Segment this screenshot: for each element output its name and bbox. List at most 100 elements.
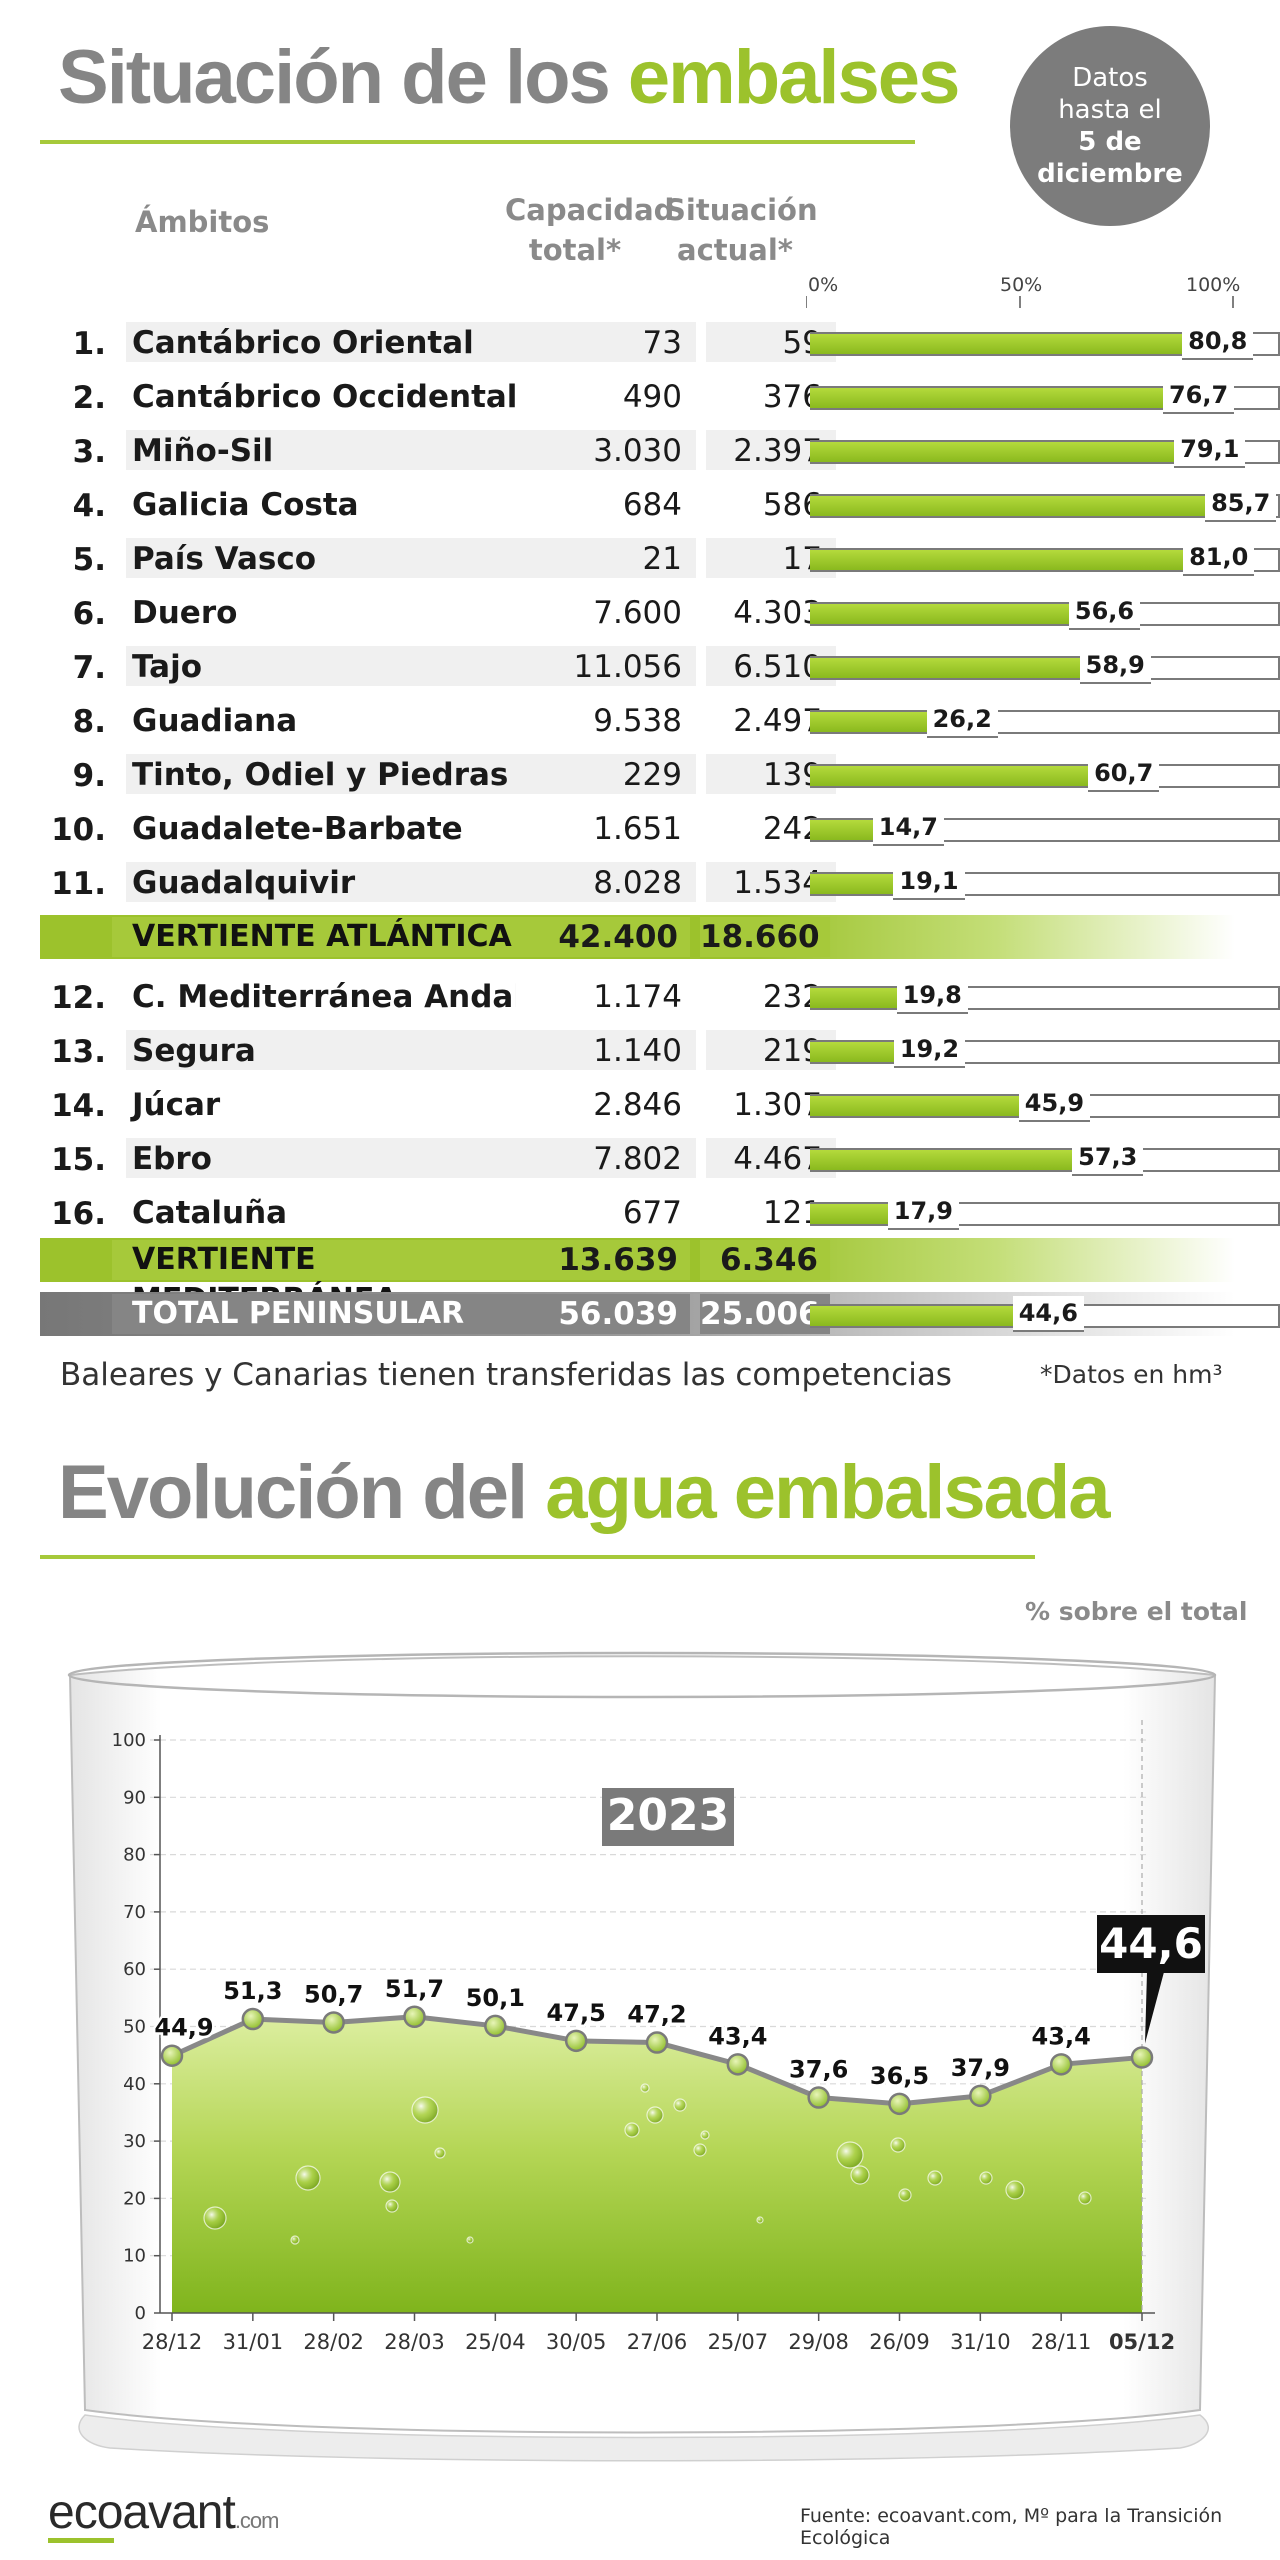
data-point: [888, 2092, 911, 2116]
y-tick-label: 60: [123, 1959, 146, 1980]
x-tick-label: 26/09: [869, 2330, 930, 2354]
logo-accent-line: [48, 2538, 114, 2543]
callout-pointer: [1145, 1972, 1164, 2044]
row-current: 2.397: [706, 430, 836, 470]
bubble-decoration: [693, 2143, 707, 2157]
subtotal-current-value: 25.006: [700, 1296, 820, 1332]
subtotal-current: 25.006: [700, 1294, 830, 1334]
subtotal-current: 18.660: [700, 917, 830, 957]
chart-section-title: Evolución del agua embalsada: [58, 1455, 1111, 1531]
note-units: *Datos en hm³: [1040, 1360, 1223, 1389]
bubble-decoration: [836, 2141, 864, 2169]
row-current-value: 2.497: [733, 703, 822, 739]
row-bar-track: 60,7: [810, 756, 1280, 792]
bubble-decoration: [466, 2236, 474, 2244]
source-credit: Fuente: ecoavant.com, Mº para la Transic…: [800, 2505, 1223, 2549]
table-row: 9. Tinto, Odiel y Piedras 229 139 60,7: [46, 754, 1280, 798]
y-tick-label: 100: [112, 1730, 146, 1751]
row-capacity: 9.538: [516, 700, 696, 740]
y-tick-label: 50: [123, 2017, 146, 2038]
x-tick-label: 30/05: [546, 2330, 607, 2354]
row-bar-fill: [810, 334, 1189, 354]
data-label: 50,7: [304, 1980, 363, 2008]
row-number: 5.: [72, 542, 106, 578]
row-name: Tinto, Odiel y Piedras: [126, 754, 562, 794]
row-current-value: 4.303: [733, 595, 822, 631]
row-bar-track: 26,2: [810, 702, 1280, 738]
water-area: [172, 2016, 1142, 2313]
logo-suffix: .com: [234, 2508, 280, 2533]
data-label: 37,6: [789, 2056, 848, 2084]
col-header-capacidad: Capacidad total*: [505, 190, 674, 270]
bubble-decoration: [890, 2137, 906, 2153]
data-label: 37,9: [951, 2054, 1010, 2082]
row-bar-value: 85,7: [1205, 486, 1277, 522]
row-bar-fill: [810, 604, 1075, 624]
x-tick-label: 25/07: [708, 2330, 769, 2354]
x-tick-label: 05/12: [1109, 2330, 1175, 2354]
row-bar-track: 80,8: [810, 324, 1280, 360]
row-capacity: 1.651: [516, 808, 696, 848]
bubble-decoration: [379, 2171, 401, 2193]
y-tick-label: 80: [123, 1845, 146, 1866]
y-tick-label: 0: [135, 2303, 146, 2324]
data-label: 36,5: [870, 2062, 929, 2090]
data-point: [241, 2007, 265, 2031]
subtotal-row-atlantica: VERTIENTE ATLÁNTICA 42.400 18.660: [40, 915, 1235, 959]
col-header-capacidad-line2: total*: [528, 233, 622, 267]
subtotal-capacity-value: 13.639: [558, 1242, 678, 1278]
row-capacity-value: 3.030: [593, 433, 682, 469]
bubble-decoration: [756, 2216, 764, 2224]
row-capacity: 677: [516, 1192, 696, 1232]
row-bar-fill: [810, 766, 1095, 786]
row-bar-fill: [810, 550, 1190, 570]
x-tick-label: 25/04: [465, 2330, 526, 2354]
row-number: 3.: [72, 434, 106, 470]
total-bar-track: 44,6: [810, 1296, 1280, 1332]
bubble-decoration: [979, 2171, 993, 2185]
year-label: 2023: [607, 1790, 729, 1841]
y-tick-label: 30: [123, 2131, 146, 2152]
row-number: 8.: [72, 704, 106, 740]
row-bar-value: 17,9: [887, 1194, 959, 1230]
row-number: 12.: [51, 980, 106, 1016]
y-tick-label: 70: [123, 1902, 146, 1923]
row-bar-value: 57,3: [1072, 1140, 1144, 1176]
x-tick-label: 31/10: [950, 2330, 1011, 2354]
row-bar-fill: [810, 496, 1212, 516]
row-name: C. Mediterránea Andaluza: [126, 976, 562, 1016]
row-bar-fill: [810, 388, 1169, 408]
row-bar-value: 79,1: [1174, 432, 1246, 468]
row-name: Cataluña: [126, 1192, 562, 1232]
bubble-decoration: [927, 2170, 943, 2186]
row-name: Guadalete-Barbate: [126, 808, 562, 848]
row-number: 16.: [51, 1196, 106, 1232]
data-label: 43,4: [1032, 2022, 1091, 2050]
col-header-ambitos: Ámbitos: [135, 205, 270, 239]
bubble-decoration: [295, 2165, 321, 2191]
col-header-situacion: Situación actual*: [665, 190, 818, 270]
data-label: 43,4: [708, 2022, 767, 2050]
table-row: 15. Ebro 7.802 4.467 57,3: [46, 1138, 1280, 1182]
badge-line-2: hasta el: [1058, 95, 1162, 125]
row-bar-fill: [810, 712, 933, 732]
subtotal-capacity-value: 56.039: [558, 1296, 678, 1332]
bubble-decoration: [898, 2188, 912, 2202]
subtotal-capacity-value: 42.400: [558, 919, 678, 955]
data-label: 47,5: [547, 1999, 606, 2027]
row-capacity-value: 7.802: [593, 1141, 682, 1177]
data-point: [564, 2029, 588, 2053]
subtotal-row-mediterranea: VERTIENTE MEDITERRÁNEA 13.639 6.346: [40, 1238, 1235, 1317]
row-capacity-value: 21: [642, 541, 682, 577]
table-row: 3. Miño-Sil 3.030 2.397 79,1: [46, 430, 1280, 474]
subtotal-current-value: 6.346: [719, 1242, 818, 1278]
bubble-decoration: [411, 2096, 439, 2124]
total-bar-value: 44,6: [1012, 1296, 1084, 1332]
row-bar-fill: [810, 658, 1086, 678]
x-axis: 28/12 31/01 28/02 28/03 25/04 30/05 27/06 25/07…: [142, 1720, 1175, 2354]
table-row: 4. Galicia Costa 684 586 85,7: [46, 484, 1280, 528]
data-point: [807, 2086, 830, 2109]
row-bar-value: 19,8: [896, 978, 968, 1014]
row-capacity-value: 73: [642, 325, 682, 361]
water-fill: [172, 2016, 1142, 2313]
